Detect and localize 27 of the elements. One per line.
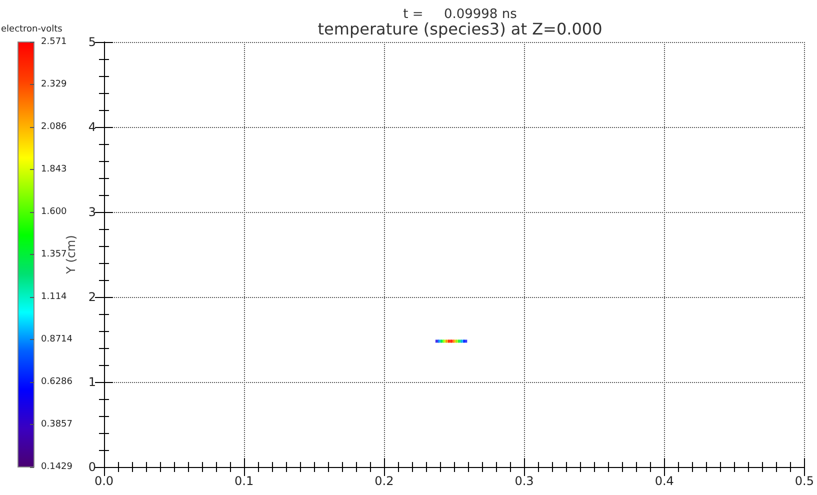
chart-title: temperature (species3) at Z=0.000 [318,20,602,38]
color-bar-label: 2.571 [41,37,67,47]
y-tick-label: 2 [88,290,96,304]
y-tick-label: 1 [88,375,96,389]
x-tick-label: 0.1 [234,474,254,488]
color-bar-label: 2.329 [41,79,68,90]
x-tick-label: 0.5 [794,474,814,488]
x-tick-label: 0.0 [94,474,114,488]
color-bar-title: electron-volts [1,24,63,34]
color-bar-label: 1.600 [41,206,68,217]
chart-subtitle: t = 0.09998 ns [403,7,518,22]
y-tick-label: 3 [88,205,96,219]
y-axis-title: Y (cm) [64,235,78,275]
y-tick-label: 0 [88,460,96,474]
color-bar-label: 2.086 [41,122,68,132]
color-bar-label: 1.114 [41,292,68,302]
color-bar-label: 1.357 [41,249,67,260]
x-tick-label: 0.3 [514,474,534,488]
color-bar-label: 0.6286 [41,376,73,387]
y-tick-label: 5 [88,35,96,49]
x-tick-label: 0.2 [374,474,394,488]
x-tick-label: 0.4 [654,474,674,488]
color-bar-label: 0.1429 [41,462,73,472]
color-bar-label: 0.8714 [41,334,73,344]
y-tick-label: 4 [88,120,96,134]
color-bar-label: 0.3857 [41,420,72,430]
color-bar-label: 1.843 [41,164,67,174]
